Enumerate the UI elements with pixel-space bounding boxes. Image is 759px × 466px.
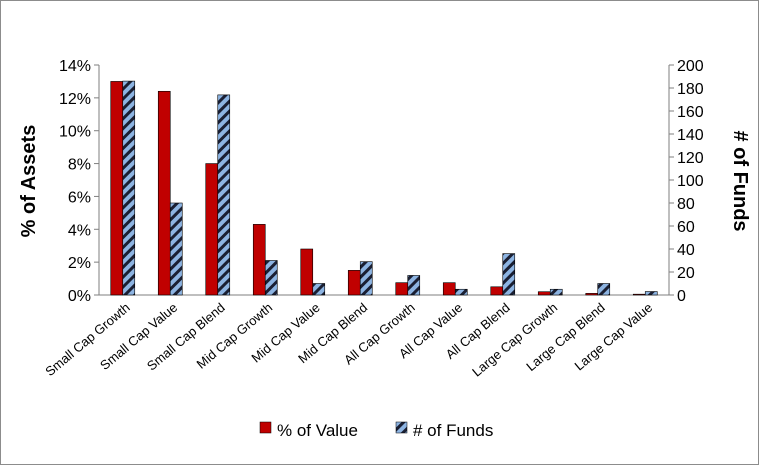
- bar-percent-value: [585, 293, 599, 296]
- x-category-label: Large Cap Growth: [469, 300, 560, 380]
- y-tick-label-right: 180: [677, 81, 704, 98]
- y-tick-label-left: 6%: [68, 189, 91, 206]
- bar-fund-count: [407, 275, 421, 296]
- legend-label-value: % of Value: [277, 421, 358, 440]
- bar-percent-value: [632, 293, 646, 296]
- y-tick-label-left: 8%: [68, 157, 91, 174]
- bar-percent-value: [490, 286, 504, 296]
- bar-fund-count: [644, 291, 658, 296]
- y-tick-label-right: 60: [677, 219, 695, 236]
- y-tick-label-left: 2%: [68, 255, 91, 272]
- y-tick-label-left: 4%: [68, 222, 91, 239]
- bar-fund-count: [312, 283, 326, 296]
- y-axis-title-left: % of Assets: [18, 125, 40, 238]
- bar-fund-count: [502, 253, 516, 296]
- bar-percent-value: [442, 282, 456, 296]
- y-tick-label-right: 0: [677, 288, 686, 305]
- bar-fund-count: [549, 288, 563, 296]
- bar-percent-value: [300, 248, 314, 296]
- y-tick-label-right: 40: [677, 242, 695, 259]
- bar-fund-count: [597, 283, 611, 296]
- legend-swatch-value: [259, 421, 272, 434]
- bar-fund-count: [169, 202, 183, 296]
- y-tick-label-left: 0%: [68, 288, 91, 305]
- y-tick-label-left: 12%: [59, 91, 91, 108]
- y-tick-label-right: 140: [677, 127, 704, 144]
- bar-percent-value: [110, 81, 124, 296]
- y-tick-label-right: 20: [677, 265, 695, 282]
- y-axis-title-right: # of Funds: [729, 130, 751, 231]
- bar-percent-value: [252, 224, 266, 296]
- legend: % of Value # of Funds: [259, 421, 493, 440]
- legend-label-funds: # of Funds: [413, 421, 493, 440]
- y-tick-label-left: 14%: [59, 58, 91, 75]
- y-tick-label-right: 120: [677, 150, 704, 167]
- bar-percent-value: [347, 270, 361, 296]
- y-tick-label-left: 10%: [59, 124, 91, 141]
- y-tick-label-right: 80: [677, 196, 695, 213]
- bar-fund-count: [359, 261, 373, 296]
- bar-fund-count: [217, 94, 231, 296]
- bar-percent-value: [537, 291, 551, 296]
- legend-swatch-funds: [395, 421, 408, 434]
- bar-fund-count: [122, 80, 136, 296]
- x-category-label: Small Cap Growth: [42, 300, 132, 379]
- y-tick-label-right: 100: [677, 173, 704, 190]
- y-tick-label-right: 160: [677, 104, 704, 121]
- bar-percent-value: [157, 90, 171, 296]
- bar-fund-count: [264, 260, 278, 296]
- bar-percent-value: [395, 282, 409, 296]
- bar-fund-count: [454, 288, 468, 296]
- bar-percent-value: [205, 163, 219, 296]
- y-tick-label-right: 200: [677, 58, 704, 75]
